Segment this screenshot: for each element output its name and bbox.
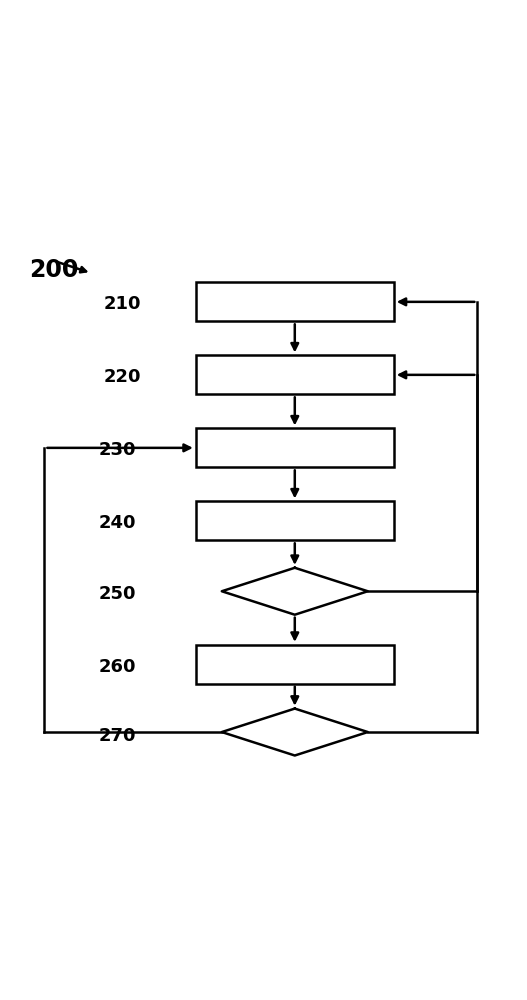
Text: 210: 210 <box>103 295 141 313</box>
Text: 230: 230 <box>98 441 136 459</box>
FancyBboxPatch shape <box>196 428 394 467</box>
Text: 200: 200 <box>29 258 78 282</box>
Text: 270: 270 <box>98 727 136 745</box>
FancyBboxPatch shape <box>196 355 394 394</box>
Text: 220: 220 <box>103 368 141 386</box>
FancyBboxPatch shape <box>196 501 394 540</box>
Text: 250: 250 <box>98 585 136 603</box>
FancyBboxPatch shape <box>196 282 394 321</box>
Text: 240: 240 <box>98 514 136 532</box>
FancyBboxPatch shape <box>196 645 394 684</box>
Text: 260: 260 <box>98 658 136 676</box>
